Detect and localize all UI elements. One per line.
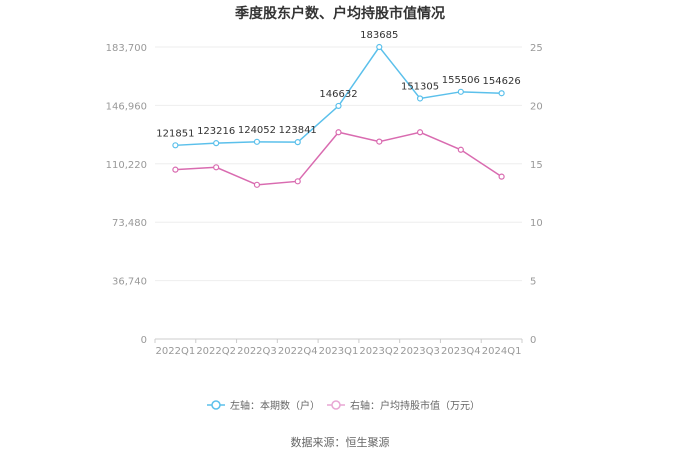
data-point-right[interactable] (498, 173, 505, 180)
data-point-left[interactable] (294, 139, 301, 146)
x-tick-label: 2022Q1 (156, 346, 196, 357)
series-line-right (175, 131, 503, 186)
right-axis: 0 5 10 15 20 25 (530, 43, 543, 346)
left-axis: 0 36,740 73,480 110,220 146,960 183,700 (106, 43, 147, 346)
data-label: 121851 (156, 128, 194, 139)
data-point-left[interactable] (213, 140, 220, 147)
x-tick-label: 2023Q4 (441, 346, 481, 357)
x-tick-label: 2023Q1 (319, 346, 359, 357)
right-tick-label: 25 (530, 43, 543, 54)
right-tick-label: 5 (530, 277, 536, 288)
left-tick-label: 146,960 (106, 101, 147, 112)
legend-marker-right (331, 400, 341, 410)
left-tick-label: 110,220 (106, 160, 147, 171)
x-tick-label: 2022Q3 (237, 346, 277, 357)
x-axis: 2022Q1 2022Q2 2022Q3 2022Q4 2023Q1 2023Q2 2023… (154, 339, 523, 357)
data-label: 155506 (442, 75, 480, 86)
x-tick-label: 2023Q3 (400, 346, 440, 357)
data-label: 123216 (197, 126, 235, 137)
data-label: 154626 (483, 76, 521, 87)
legend-item-left[interactable]: 左轴：本期数（户） (207, 399, 320, 412)
data-point-right[interactable] (294, 178, 301, 185)
data-point-right[interactable] (213, 164, 220, 171)
data-point-right[interactable] (416, 129, 424, 136)
data-point-left[interactable] (376, 43, 383, 51)
data-point-left[interactable] (416, 95, 424, 102)
right-tick-label: 20 (530, 101, 543, 112)
data-label: 151305 (401, 81, 439, 92)
legend-marker-left (211, 400, 221, 410)
data-point-left[interactable] (172, 142, 179, 149)
left-tick-label: 73,480 (112, 218, 147, 229)
data-point-right[interactable] (376, 138, 383, 145)
data-label: 124052 (238, 125, 276, 136)
chart-title: 季度股东户数、户均持股市值情况 (234, 5, 445, 22)
series-layer: 121851 123216 124052 123841 146632 183685 1513… (156, 30, 521, 188)
data-point-right[interactable] (335, 129, 342, 136)
x-tick-label: 2023Q2 (359, 346, 399, 357)
data-source: 数据来源：恒生聚源 (291, 435, 390, 449)
legend[interactable]: 左轴：本期数（户） 右轴：户均持股市值（万元） (207, 399, 480, 412)
right-tick-label: 10 (530, 218, 543, 229)
legend-label-right: 右轴：户均持股市值（万元） (350, 399, 480, 412)
data-point-left[interactable] (498, 90, 505, 97)
left-tick-label: 183,700 (106, 43, 147, 54)
data-point-left[interactable] (335, 102, 342, 110)
x-tick-label: 2022Q4 (278, 346, 318, 357)
data-label: 183685 (360, 30, 398, 41)
x-tick-label: 2024Q1 (482, 346, 522, 357)
data-point-left[interactable] (253, 138, 261, 145)
data-point-right[interactable] (253, 181, 261, 188)
data-label: 146632 (319, 89, 357, 100)
data-point-right[interactable] (172, 166, 179, 173)
right-tick-label: 15 (530, 160, 543, 171)
x-tick-label: 2022Q2 (196, 346, 236, 357)
left-tick-label: 0 (141, 335, 147, 346)
legend-label-left: 左轴：本期数（户） (230, 399, 320, 412)
data-point-right[interactable] (457, 146, 464, 153)
legend-item-right[interactable]: 右轴：户均持股市值（万元） (327, 399, 480, 412)
right-tick-label: 0 (530, 335, 536, 346)
left-tick-label: 36,740 (112, 277, 147, 288)
data-point-left[interactable] (457, 88, 464, 95)
data-label: 123841 (279, 125, 317, 136)
